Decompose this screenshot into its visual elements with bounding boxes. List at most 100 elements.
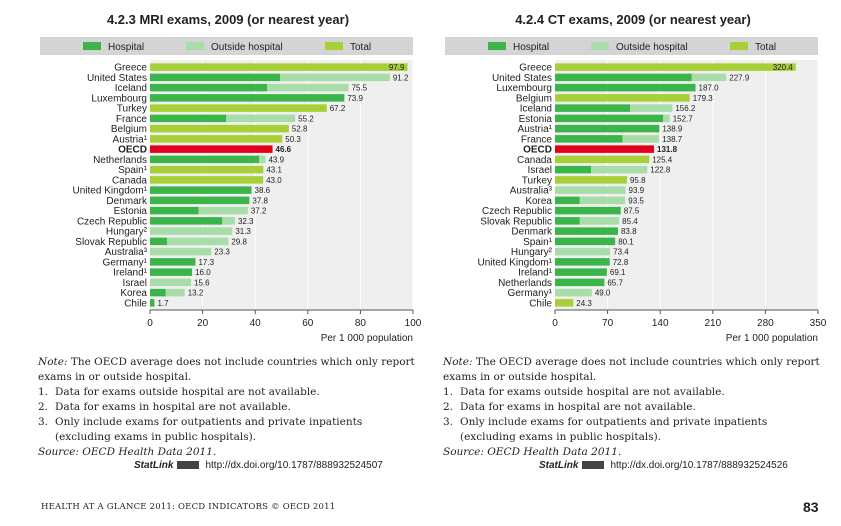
notes: Note: The OECD average does not include … xyxy=(443,355,823,460)
data-label: 97.9 xyxy=(389,63,405,72)
source-text: OECD Health Data 2011. xyxy=(82,446,217,458)
category-label: France xyxy=(116,114,148,125)
bar-total xyxy=(555,63,796,71)
data-label: 122.8 xyxy=(650,166,671,175)
statlink-url[interactable]: http://dx.doi.org/10.1787/888932524507 xyxy=(205,460,383,471)
category-label: Czech Republic xyxy=(77,216,147,227)
data-label: 37.8 xyxy=(252,196,268,205)
bar-hospital xyxy=(150,299,155,307)
legend-swatch xyxy=(186,42,204,50)
bar-outside-hospital xyxy=(555,247,611,256)
data-label: 32.3 xyxy=(238,217,254,226)
bar-hospital xyxy=(555,114,664,123)
legend-label: Hospital xyxy=(108,42,144,53)
statlink-url[interactable]: http://dx.doi.org/10.1787/888932524526 xyxy=(610,460,788,471)
category-label: United States xyxy=(492,73,552,84)
note-item: 3. Only include exams for outpatients and… xyxy=(38,416,363,443)
category-label: Germany¹ xyxy=(103,257,148,268)
chart-title: 4.2.3 MRI exams, 2009 (or nearest year) xyxy=(106,12,350,27)
x-tick-label: 140 xyxy=(652,318,669,329)
bar-outside-hospital xyxy=(150,278,192,287)
bar-outside-hospital xyxy=(226,114,296,123)
bar-hospital xyxy=(555,73,692,82)
legend-swatch xyxy=(591,42,609,50)
category-label: Netherlands xyxy=(498,278,552,289)
x-axis-title: Per 1 000 population xyxy=(321,333,413,344)
data-label: 49.0 xyxy=(595,289,611,298)
bar-outside-hospital xyxy=(630,104,673,112)
data-label: 85.4 xyxy=(622,217,638,226)
bar-hospital xyxy=(150,288,166,297)
category-label: Belgium xyxy=(516,93,552,104)
data-label: 83.8 xyxy=(621,227,637,236)
bar-total xyxy=(555,176,627,184)
source-label: Source: xyxy=(38,446,79,458)
bar-hospital xyxy=(555,135,623,143)
category-label: Ireland¹ xyxy=(518,268,553,279)
bar-outside-hospital xyxy=(165,288,185,297)
category-label: France xyxy=(521,134,553,145)
data-label: 75.5 xyxy=(352,84,368,93)
bar-hospital xyxy=(150,258,196,266)
ct-chart: Hospital Outside hospital Total Greece 320.4… xyxy=(445,37,827,344)
page-number: 83 xyxy=(803,499,819,515)
statlink-brand: StatLink xyxy=(539,460,579,471)
category-label: Hungary² xyxy=(511,247,553,258)
notes: Note: The OECD average does not include … xyxy=(38,355,418,460)
bar-outside-hospital xyxy=(579,196,626,205)
bar-oecd xyxy=(150,145,273,153)
category-label: Greece xyxy=(114,63,147,74)
category-label: Spain¹ xyxy=(523,237,553,248)
bar-outside-hospital xyxy=(150,227,233,235)
data-label: 24.3 xyxy=(576,299,592,308)
data-label: 72.8 xyxy=(613,258,629,267)
category-label: Australia³ xyxy=(105,247,148,258)
statlink-logo-icon xyxy=(582,461,605,470)
x-tick-label: 80 xyxy=(355,318,367,329)
note-item: 2. Data for exams in hospital are not ava… xyxy=(443,401,696,413)
category-label: Israel xyxy=(528,165,552,176)
bar-outside-hospital xyxy=(280,73,390,82)
category-label: Netherlands xyxy=(93,155,147,166)
data-label: 38.6 xyxy=(255,186,271,195)
category-label: Canada xyxy=(517,155,552,166)
category-label: United States xyxy=(87,73,147,84)
data-label: 52.8 xyxy=(292,125,308,134)
category-label: United Kingdom¹ xyxy=(73,186,148,197)
statlink[interactable]: StatLink http://dx.doi.org/10.1787/888932… xyxy=(539,460,788,471)
data-label: 73.9 xyxy=(347,94,363,103)
data-label: 80.1 xyxy=(618,237,634,246)
bar-oecd xyxy=(555,145,655,153)
category-label: United Kingdom¹ xyxy=(478,257,553,268)
category-label: Slovak Republic xyxy=(480,216,552,227)
data-label: 50.3 xyxy=(285,135,301,144)
data-label: 131.8 xyxy=(657,145,678,154)
plot-background xyxy=(150,60,413,310)
bar-hospital xyxy=(150,217,223,225)
data-label: 87.5 xyxy=(624,207,640,216)
category-label: Iceland xyxy=(115,83,147,94)
note-text: The OECD average does not include countr… xyxy=(443,356,820,383)
category-label: OECD xyxy=(523,145,552,156)
data-label: 23.3 xyxy=(214,248,230,257)
category-label: Luxembourg xyxy=(496,83,552,94)
legend-label: Total xyxy=(350,42,371,53)
data-label: 37.2 xyxy=(251,207,267,216)
legend-band xyxy=(445,37,818,55)
statlink[interactable]: StatLink http://dx.doi.org/10.1787/888932… xyxy=(134,460,383,471)
x-tick-label: 70 xyxy=(602,318,614,329)
legend-swatch xyxy=(488,42,506,50)
data-label: 55.2 xyxy=(298,114,314,123)
category-label: Austria¹ xyxy=(113,134,148,145)
note-item: 2. Data for exams in hospital are not ava… xyxy=(38,401,291,413)
data-label: 73.4 xyxy=(613,248,629,257)
category-label: Estonia xyxy=(114,206,148,217)
category-label: Hungary² xyxy=(106,227,148,238)
category-label: Korea xyxy=(525,196,552,207)
data-label: 43.9 xyxy=(268,155,284,164)
category-label: Estonia xyxy=(519,114,553,125)
bar-outside-hospital xyxy=(267,83,349,92)
legend-swatch xyxy=(730,42,748,50)
x-tick-label: 100 xyxy=(405,318,422,329)
bar-hospital xyxy=(555,206,621,215)
